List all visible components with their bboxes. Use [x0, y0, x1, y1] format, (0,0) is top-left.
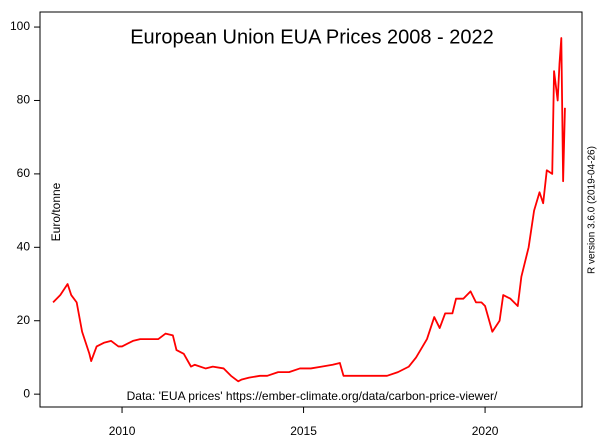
y-tick-label: 60 [17, 166, 31, 180]
y-tick-label: 0 [23, 386, 30, 400]
y-tick-label: 20 [17, 313, 31, 327]
price-line [52, 37, 566, 383]
chart-title: European Union EUA Prices 2008 - 2022 [130, 26, 494, 48]
plot-frame [39, 11, 583, 408]
y-tick-label: 80 [17, 93, 31, 107]
y-axis-label: Euro/tonne [49, 182, 63, 241]
y-tick-label: 100 [10, 19, 30, 33]
x-tick-label: 2015 [290, 424, 317, 438]
x-tick-label: 2010 [109, 424, 136, 438]
version-note: R version 3.6.0 (2019-04-26) [587, 146, 598, 274]
source-note: Data: 'EUA prices' https://ember-climate… [127, 389, 498, 403]
x-tick-label: 2020 [472, 424, 499, 438]
y-tick-label: 40 [17, 239, 31, 253]
